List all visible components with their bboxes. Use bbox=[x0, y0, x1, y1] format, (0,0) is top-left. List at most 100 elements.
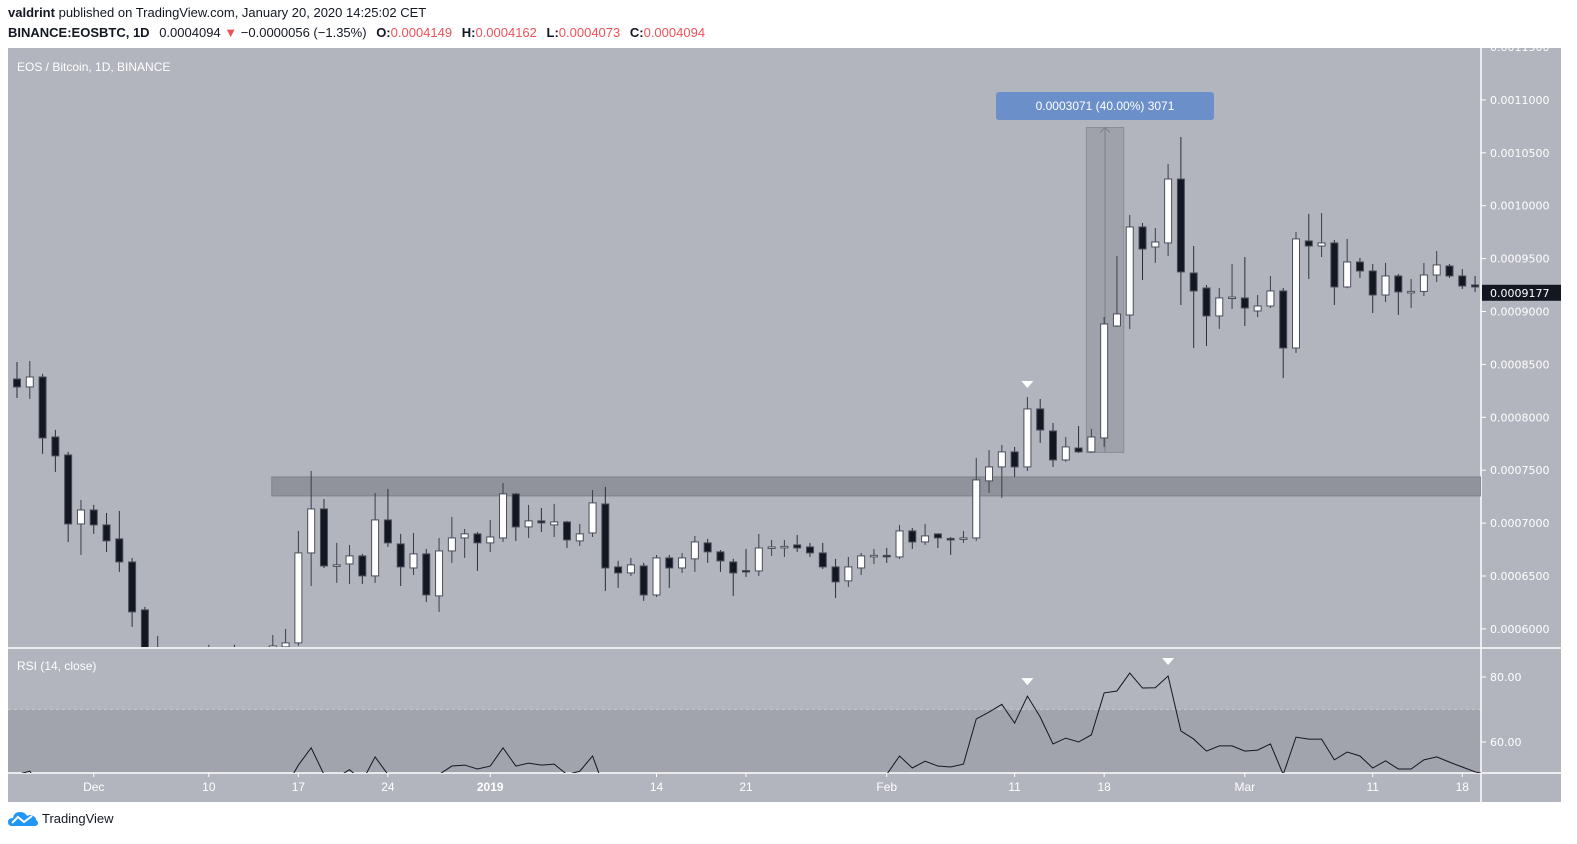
candle-2018-12-28 bbox=[435, 537, 444, 612]
time-tick-label: Dec bbox=[83, 780, 104, 794]
candle-body bbox=[422, 553, 431, 596]
time-tick-label: 14 bbox=[650, 780, 664, 794]
price-tick-label: 0.0006000 bbox=[1490, 623, 1550, 636]
candle-2019-01-02 bbox=[499, 482, 508, 542]
candle-2019-01-12 bbox=[626, 557, 635, 576]
candle-body bbox=[869, 554, 878, 558]
candle-body bbox=[690, 541, 699, 560]
candle-body bbox=[678, 557, 687, 569]
low-value: 0.0004073 bbox=[558, 25, 621, 40]
candle-2019-01-01 bbox=[486, 519, 495, 552]
time-tick-label: 10 bbox=[202, 780, 216, 794]
candle-2019-02-19 bbox=[1112, 255, 1121, 327]
candle-body bbox=[1151, 241, 1160, 248]
candle-2019-02-06 bbox=[946, 536, 955, 555]
time-tick-label: 2019 bbox=[477, 780, 504, 794]
candle-2018-11-30 bbox=[76, 499, 85, 555]
candle-2019-01-31 bbox=[869, 548, 878, 564]
high-label: H: bbox=[461, 25, 476, 40]
candle-body bbox=[64, 454, 73, 525]
candle-2019-03-01 bbox=[1240, 257, 1249, 326]
footer-brand[interactable]: TradingView bbox=[8, 809, 114, 827]
candle-2018-12-16 bbox=[281, 628, 290, 647]
candle-body bbox=[626, 564, 635, 574]
price-tick-label: 0.0007500 bbox=[1490, 464, 1550, 477]
candle-body bbox=[857, 555, 866, 569]
candle-body bbox=[332, 564, 341, 567]
candle-2018-11-28 bbox=[51, 429, 60, 472]
candle-body bbox=[1074, 447, 1083, 453]
candle-2019-02-02 bbox=[895, 524, 904, 559]
candle-body bbox=[588, 502, 597, 534]
candle-2019-01-19 bbox=[716, 549, 725, 572]
candle-2019-03-16 bbox=[1432, 250, 1441, 282]
candle-body bbox=[754, 547, 763, 572]
candle-2018-12-30 bbox=[460, 528, 469, 558]
candle-body bbox=[805, 546, 814, 554]
low-label: L: bbox=[546, 25, 559, 40]
candle-2018-12-04 bbox=[128, 557, 137, 627]
candle-2019-01-22 bbox=[754, 533, 763, 576]
candle-2019-01-26 bbox=[805, 542, 814, 557]
candle-2019-01-15 bbox=[665, 554, 674, 588]
time-tick-label: 18 bbox=[1456, 780, 1470, 794]
candle-body bbox=[486, 536, 495, 544]
candle-body bbox=[1061, 446, 1070, 461]
candle-body bbox=[1023, 408, 1032, 468]
candle-2018-11-27 bbox=[38, 373, 47, 454]
price-change: −0.0000056 (−1.35%) bbox=[240, 25, 367, 40]
candle-2019-03-03 bbox=[1266, 275, 1275, 309]
candle-2019-01-10 bbox=[601, 486, 610, 591]
candle-2019-02-28 bbox=[1228, 263, 1237, 309]
candle-body bbox=[268, 645, 277, 647]
candle-2018-12-20 bbox=[332, 542, 341, 583]
candle-body bbox=[1138, 226, 1147, 250]
candle-2018-12-31 bbox=[473, 531, 482, 571]
candle-body bbox=[1215, 297, 1224, 317]
candle-body bbox=[562, 521, 571, 541]
time-tick-label: 11 bbox=[1367, 780, 1380, 794]
candle-body bbox=[76, 509, 85, 525]
candle-body bbox=[511, 493, 520, 528]
triangle-down-icon: ▼ bbox=[224, 25, 238, 40]
candle-2019-02-23 bbox=[1164, 164, 1173, 256]
author-name[interactable]: valdrint bbox=[8, 5, 55, 20]
candle-body bbox=[1317, 242, 1326, 247]
candle-body bbox=[575, 533, 584, 542]
pane-title: EOS / Bitcoin, 1D, BINANCE bbox=[17, 60, 171, 74]
rsi-tick-label: 60.00 bbox=[1490, 736, 1522, 749]
candle-2019-02-24 bbox=[1176, 137, 1185, 305]
candle-2019-03-06 bbox=[1304, 213, 1313, 280]
candle-2019-01-17 bbox=[690, 535, 699, 572]
candle-2019-03-10 bbox=[1355, 257, 1364, 278]
candle-body bbox=[1112, 313, 1121, 327]
candle-body bbox=[601, 503, 610, 569]
candle-body bbox=[396, 543, 405, 568]
candle-body bbox=[716, 551, 725, 562]
candle-body bbox=[38, 376, 47, 439]
candle-2019-01-24 bbox=[780, 539, 789, 557]
candle-body bbox=[742, 569, 751, 573]
candle-2019-01-09 bbox=[588, 489, 597, 537]
rsi-tick-label: 80.00 bbox=[1490, 671, 1522, 684]
candle-body bbox=[1176, 178, 1185, 273]
candle-2019-01-16 bbox=[678, 552, 687, 573]
candle-body bbox=[294, 552, 303, 644]
candle-2019-01-30 bbox=[857, 552, 866, 575]
candle-2019-01-18 bbox=[703, 538, 712, 563]
candle-body bbox=[1394, 275, 1403, 293]
candle-2018-12-22 bbox=[358, 553, 367, 584]
main-pane bbox=[13, 126, 1481, 647]
candle-body bbox=[1164, 178, 1173, 244]
candle-2019-03-08 bbox=[1330, 239, 1339, 305]
candle-2019-01-08 bbox=[575, 523, 584, 546]
candle-2019-02-26 bbox=[1202, 284, 1211, 346]
published-text: published on TradingView.com, January 20… bbox=[58, 5, 427, 20]
candle-2019-02-09 bbox=[985, 449, 994, 493]
candle-body bbox=[652, 557, 661, 596]
time-tick-label: Feb bbox=[876, 780, 897, 794]
symbol-legend: BINANCE:EOSBTC, 1D 0.0004094 ▼ −0.000005… bbox=[8, 25, 705, 40]
candle-body bbox=[1292, 238, 1300, 349]
candle-body bbox=[946, 537, 955, 541]
